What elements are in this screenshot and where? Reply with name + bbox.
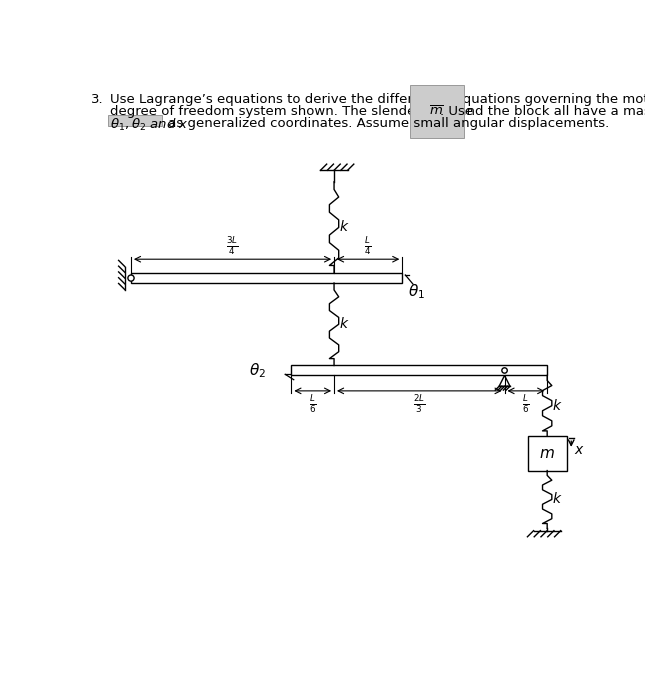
- Text: degree of freedom system shown. The slender bars and the block all have a mass o: degree of freedom system shown. The slen…: [110, 105, 645, 118]
- Text: $\theta_1,\theta_2$ and $x$: $\theta_1,\theta_2$ and $x$: [110, 117, 189, 133]
- Bar: [131, 273, 402, 283]
- Text: as generalized coordinates. Assume small angular displacements.: as generalized coordinates. Assume small…: [164, 117, 609, 130]
- FancyBboxPatch shape: [108, 115, 162, 127]
- Bar: [292, 366, 547, 375]
- Text: Use Lagrange’s equations to derive the differential equations governing the moti: Use Lagrange’s equations to derive the d…: [110, 93, 645, 106]
- Text: $\theta_1$: $\theta_1$: [408, 282, 426, 300]
- Bar: [528, 436, 566, 471]
- Text: $\frac{L}{6}$: $\frac{L}{6}$: [309, 393, 317, 415]
- Text: k: k: [339, 317, 348, 331]
- Text: $\frac{2L}{3}$: $\frac{2L}{3}$: [413, 393, 426, 415]
- Text: k: k: [553, 398, 561, 413]
- Text: $\frac{L}{4}$: $\frac{L}{4}$: [364, 235, 372, 257]
- Text: 3.: 3.: [92, 93, 104, 106]
- Text: $\frac{L}{6}$: $\frac{L}{6}$: [522, 393, 530, 415]
- Text: $\frac{3L}{4}$: $\frac{3L}{4}$: [226, 235, 239, 257]
- Text: m: m: [540, 446, 555, 461]
- Circle shape: [502, 368, 507, 373]
- Circle shape: [128, 275, 134, 281]
- Text: . Use: . Use: [441, 105, 473, 118]
- Text: k: k: [339, 221, 348, 234]
- Text: $\theta_2$: $\theta_2$: [249, 361, 266, 380]
- Text: $\overline{m}$: $\overline{m}$: [430, 105, 444, 118]
- Text: k: k: [553, 492, 561, 507]
- Text: x: x: [574, 443, 582, 457]
